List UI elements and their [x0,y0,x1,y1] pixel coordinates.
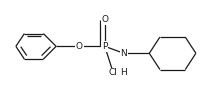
Text: O: O [101,15,108,24]
Text: Cl: Cl [109,68,118,78]
Text: H: H [121,68,127,78]
Text: O: O [76,42,83,51]
Text: P: P [102,42,108,51]
Text: N: N [121,49,127,58]
